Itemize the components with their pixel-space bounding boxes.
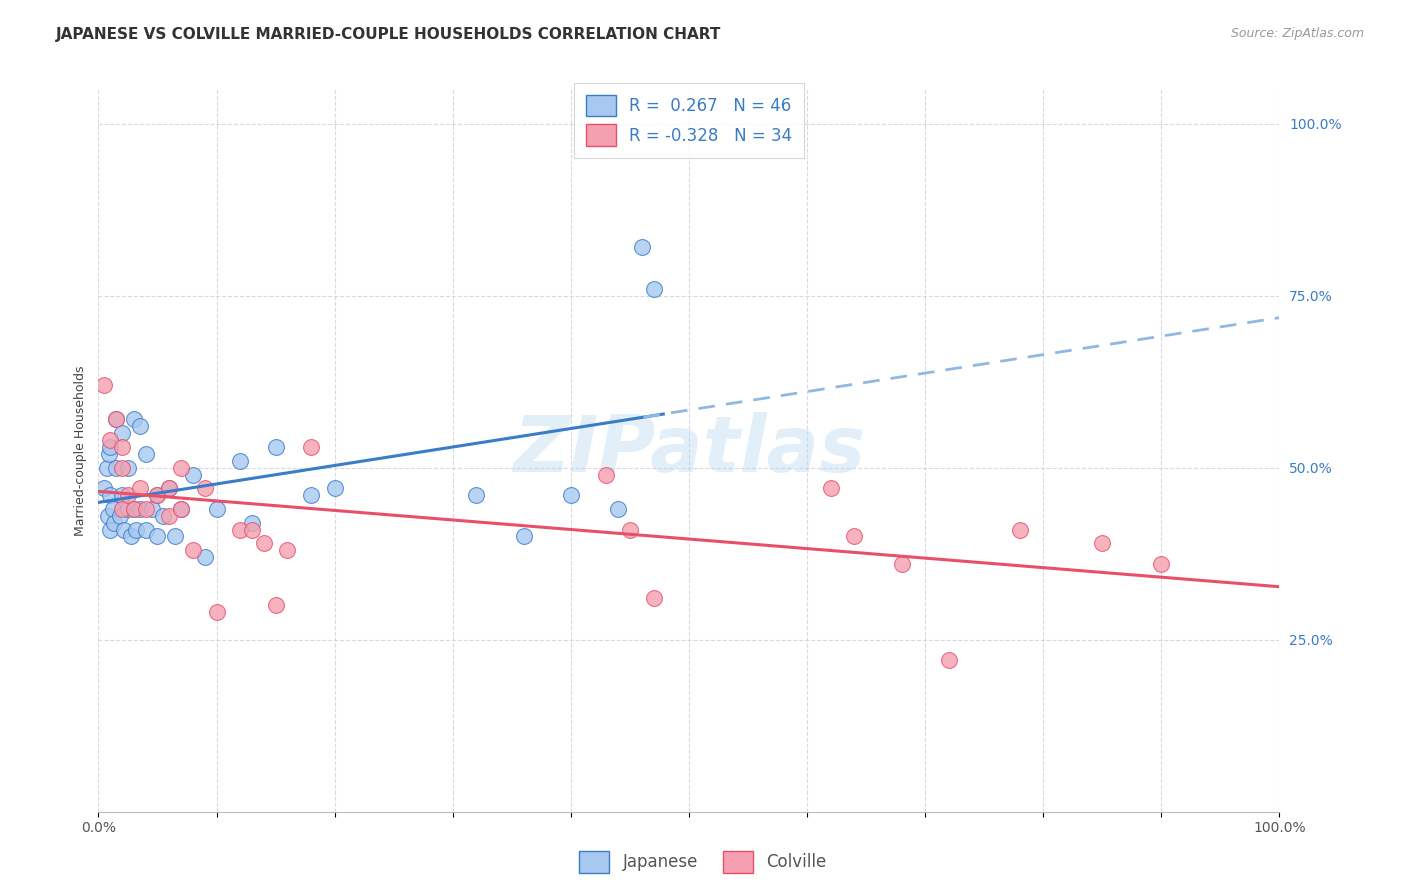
Point (122, 502, 145, 516)
Point (630, 240, 652, 254)
Point (146, 488, 169, 502)
Point (229, 523, 252, 537)
Point (181, 467, 204, 482)
Point (619, 523, 641, 537)
Point (844, 529, 866, 543)
Point (1150, 557, 1173, 571)
Point (264, 599, 287, 613)
Point (105, 412, 128, 426)
Point (128, 419, 150, 434)
Point (97, 508, 120, 523)
Point (128, 502, 150, 516)
Point (111, 460, 134, 475)
Point (264, 440, 287, 454)
Text: JAPANESE VS COLVILLE MARRIED-COUPLE HOUSEHOLDS CORRELATION CHART: JAPANESE VS COLVILLE MARRIED-COUPLE HOUS… (56, 27, 721, 42)
Point (98, 523, 121, 537)
Point (105, 460, 128, 475)
Point (643, 591, 665, 606)
Point (108, 508, 131, 523)
Point (122, 502, 145, 516)
Point (122, 412, 145, 426)
Point (117, 502, 139, 516)
Point (93, 378, 115, 392)
Point (595, 467, 617, 482)
Point (135, 523, 157, 537)
Point (117, 488, 139, 502)
Point (560, 488, 582, 502)
Point (117, 460, 139, 475)
Point (205, 605, 228, 619)
Point (135, 502, 157, 516)
Point (121, 529, 143, 543)
Point (146, 529, 169, 543)
Legend: Japanese, Colville: Japanese, Colville (572, 845, 834, 880)
Point (299, 440, 322, 454)
Point (98, 440, 121, 454)
Text: ZIPatlas: ZIPatlas (513, 412, 865, 489)
Point (181, 543, 204, 558)
Point (157, 508, 180, 523)
Point (157, 481, 180, 495)
Point (135, 447, 157, 461)
Point (194, 481, 217, 495)
Point (98, 433, 121, 447)
Point (101, 502, 124, 516)
Point (170, 502, 193, 516)
Y-axis label: Married-couple Households: Married-couple Households (75, 365, 87, 536)
Point (1091, 536, 1114, 550)
Point (240, 516, 263, 530)
Point (98, 488, 121, 502)
Point (141, 502, 163, 516)
Point (157, 481, 180, 495)
Point (105, 412, 128, 426)
Point (170, 460, 193, 475)
Point (98, 447, 121, 461)
Point (152, 508, 174, 523)
Point (165, 529, 187, 543)
Point (890, 557, 912, 571)
Point (111, 502, 134, 516)
Point (125, 523, 148, 537)
Point (512, 529, 534, 543)
Point (111, 488, 134, 502)
Point (240, 523, 263, 537)
Point (170, 502, 193, 516)
Point (96, 460, 118, 475)
Point (128, 481, 150, 495)
Point (465, 488, 488, 502)
Point (146, 488, 169, 502)
Point (820, 481, 842, 495)
Text: Source: ZipAtlas.com: Source: ZipAtlas.com (1230, 27, 1364, 40)
Point (276, 543, 298, 558)
Point (103, 516, 125, 530)
Point (938, 653, 960, 667)
Point (229, 454, 252, 468)
Legend: R =  0.267   N = 46, R = -0.328   N = 34: R = 0.267 N = 46, R = -0.328 N = 34 (574, 83, 804, 158)
Point (323, 481, 346, 495)
Point (299, 488, 322, 502)
Point (194, 550, 217, 565)
Point (111, 440, 134, 454)
Point (607, 502, 630, 516)
Point (112, 523, 135, 537)
Point (253, 536, 276, 550)
Point (643, 282, 665, 296)
Point (93, 481, 115, 495)
Point (205, 502, 228, 516)
Point (1008, 523, 1031, 537)
Point (111, 426, 134, 441)
